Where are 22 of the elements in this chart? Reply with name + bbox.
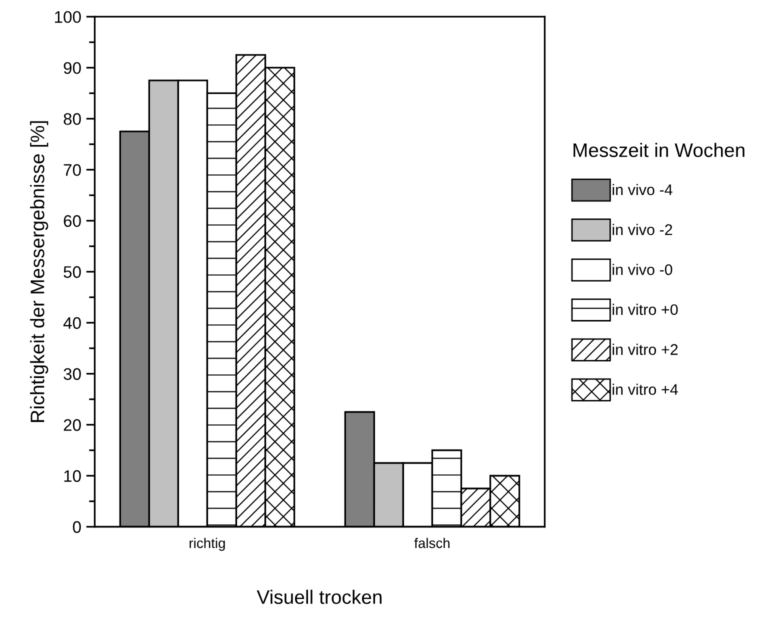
x-tick-label: falsch: [414, 538, 450, 548]
legend-title: Messzeit in Wochen: [574, 142, 744, 158]
y-tick-label: 60: [64, 215, 81, 227]
y-tick-label: 70: [64, 164, 81, 176]
y-tick-label: 100: [55, 11, 81, 23]
x-axis-title: Visuell trocken: [256, 590, 382, 604]
legend-label: in vivo -0: [612, 264, 672, 276]
legend-label: in vitro +0: [612, 304, 678, 316]
y-tick-label: 40: [63, 317, 81, 329]
y-tick-label: 90: [64, 62, 81, 74]
x-tick-label: richtig: [190, 538, 225, 551]
y-tick-label: 20: [64, 419, 81, 431]
y-tick-label: 30: [64, 368, 81, 380]
legend-label: in vivo -4: [612, 184, 672, 196]
legend-label: in vitro +2: [612, 344, 678, 355]
y-tick-label: 50: [64, 266, 81, 278]
y-tick-label: 80: [64, 113, 81, 125]
y-tick-label: 10: [64, 470, 81, 482]
legend-label: in vivo -2: [612, 224, 672, 236]
legend-label: in vitro +4: [612, 384, 678, 395]
y-tick-label: 0: [72, 521, 81, 533]
y-axis-title: Richtigkeit der Messergebnisse [%]: [30, 121, 48, 422]
